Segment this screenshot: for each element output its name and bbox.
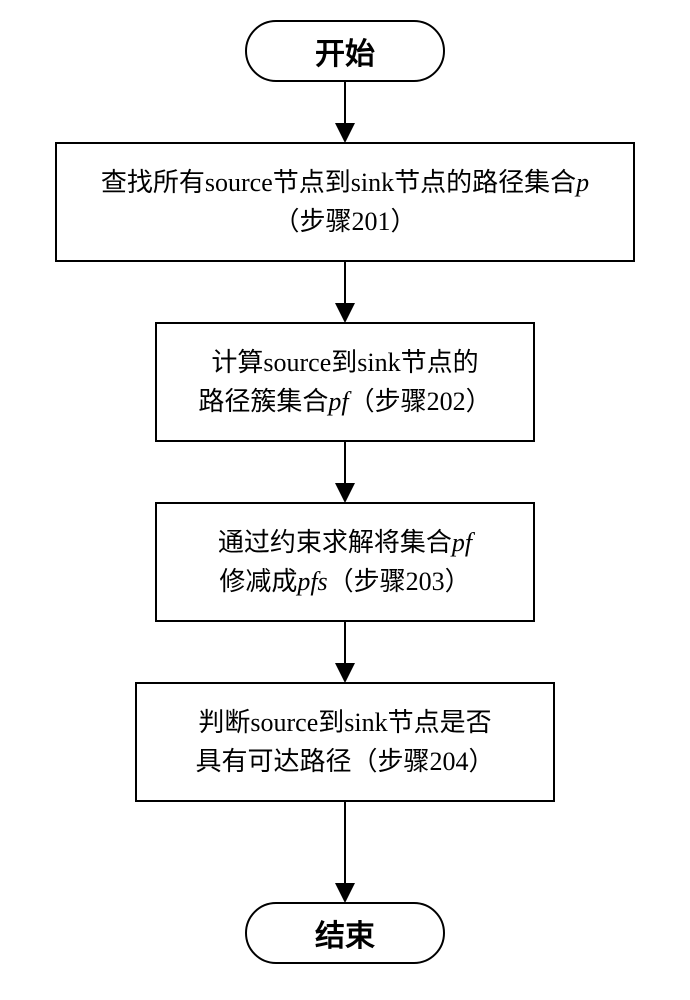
step-202-label: 计算source到sink节点的路径簇集合pf（步骤202） (198, 343, 491, 421)
step-203-label: 通过约束求解将集合pf修减成pfs（步骤203） (218, 523, 472, 601)
step-201-label: 查找所有source节点到sink节点的路径集合p（步骤201） (101, 163, 589, 241)
end-node: 结束 (245, 902, 445, 964)
step-203: 通过约束求解将集合pf修减成pfs（步骤203） (155, 502, 535, 622)
step-201: 查找所有source节点到sink节点的路径集合p（步骤201） (55, 142, 635, 262)
step-202: 计算source到sink节点的路径簇集合pf（步骤202） (155, 322, 535, 442)
start-label: 开始 (315, 29, 375, 73)
start-node: 开始 (245, 20, 445, 82)
step-204-label: 判断source到sink节点是否具有可达路径（步骤204） (195, 703, 494, 781)
step-204: 判断source到sink节点是否具有可达路径（步骤204） (135, 682, 555, 802)
end-label: 结束 (315, 911, 375, 955)
flowchart-canvas: 开始 查找所有source节点到sink节点的路径集合p（步骤201） 计算so… (0, 0, 690, 1000)
